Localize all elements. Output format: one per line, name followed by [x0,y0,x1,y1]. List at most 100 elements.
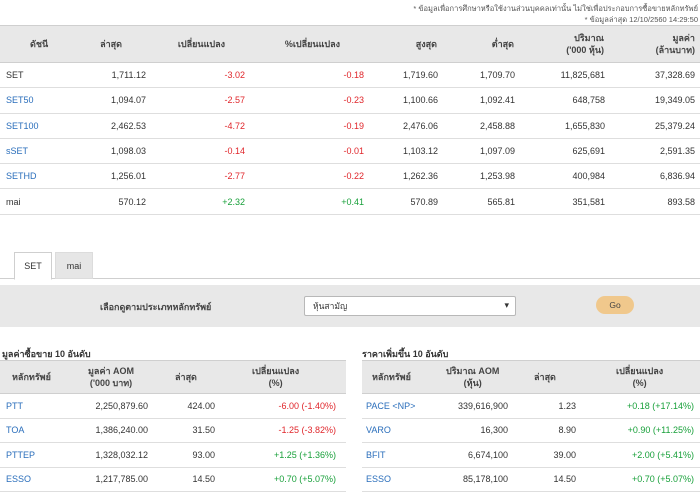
index-cell-name[interactable]: SET50 [6,95,34,106]
header-last: ล่าสุด [534,372,556,382]
index-cell-pct: -0.19 [343,120,364,131]
index-cell-last: 1,711.12 [111,70,146,81]
index-cell-value: 19,349.05 [654,95,695,106]
header-pct-change: %เปลี่ยนแปลง [284,39,340,49]
index-cell-high: 1,103.12 [402,146,438,157]
cell-change: -6.00 (-1.40%) [278,400,336,411]
index-cell-last: 570.12 [118,196,146,207]
cell-change: +0.18 (+17.14%) [626,400,694,411]
header-low: ต่ำสุด [491,39,514,49]
index-row: SET 1,711.12 -3.02 -0.18 1,719.60 1,709.70 11,… [0,63,700,89]
security-type-select[interactable]: หุ้นสามัญ ▾ [304,296,516,316]
cell-symbol[interactable]: PACE <NP> [366,400,416,411]
cell-last: 93.00 [192,449,215,460]
header-index: ดัชนี [30,39,49,49]
index-cell-pct: -0.23 [343,95,364,106]
index-cell-low: 1,097.09 [479,146,515,157]
table-row: ESSO 1,217,785.00 14.50 +0.70 (+5.07%) [0,468,346,492]
cell-change: +0.90 (+11.25%) [627,425,694,436]
index-cell-value: 37,328.69 [654,70,695,81]
index-row: SETHD 1,256.01 -2.77 -0.22 1,262.36 1,253.98 4… [0,164,700,190]
index-cell-name[interactable]: SET100 [6,120,39,131]
cell-last: 14.50 [553,474,576,485]
index-cell-change: -2.57 [224,95,245,106]
cell-last: 31.50 [192,425,215,436]
cell-symbol[interactable]: TOA [6,425,25,436]
index-cell-pct: -0.01 [343,146,364,157]
index-cell-change: -2.77 [224,171,245,182]
index-cell-value: 2,591.35 [659,146,695,157]
index-cell-pct: -0.18 [343,70,364,81]
cell-value: 1,328,032.12 [95,449,148,460]
cell-last: 1.23 [558,400,576,411]
cell-change: +0.70 (+5.07%) [631,474,694,485]
index-cell-high: 1,100.66 [402,95,438,106]
filter-label: เลือกดูตามประเภทหลักทรัพย์ [100,302,212,312]
cell-change: +1.25 (+1.36%) [273,449,336,460]
index-cell-value: 6,836.94 [659,171,695,182]
header-change-pct: เปลี่ยนแปลง (%) [252,366,300,388]
index-table-header: ดัชนี ล่าสุด เปลี่ยนแปลง %เปลี่ยนแปลง สู… [0,25,700,63]
index-cell-name[interactable]: SETHD [6,171,37,182]
cell-volume: 339,616,900 [457,400,508,411]
header-value-aom: มูลค่า AOM ('000 บาท) [88,366,135,388]
header-value: มูลค่า (ล้านบาท) [655,33,695,55]
index-cell-value: 893.58 [667,196,695,207]
tab-set[interactable]: SET [14,252,52,280]
table-row: VARO 16,300 8.90 +0.90 (+11.25%) [362,419,700,443]
index-cell-value: 25,379.24 [654,120,695,131]
header-symbol: หลักทรัพย์ [12,372,51,382]
top-value-title: มูลค่าซื้อขาย 10 อันดับ [2,349,91,359]
cell-value: 1,386,240.00 [95,425,148,436]
header-last: ล่าสุด [175,372,197,382]
cell-symbol[interactable]: PTTEP [6,449,36,460]
cell-symbol[interactable]: VARO [366,425,391,436]
index-cell-low: 1,253.98 [479,171,515,182]
cell-symbol[interactable]: ESSO [6,474,32,485]
index-cell-name: mai [6,196,21,207]
index-cell-high: 1,719.60 [402,70,438,81]
top-gainers-header: หลักทรัพย์ ปริมาณ AOM (หุ้น) ล่าสุด เปลี่… [362,360,700,394]
index-cell-high: 2,476.06 [402,120,438,131]
index-cell-volume: 625,691 [572,146,605,157]
index-cell-change: -0.14 [224,146,245,157]
cell-change: -1.25 (-3.82%) [278,425,336,436]
index-cell-low: 1,709.70 [479,70,515,81]
filter-bar: เลือกดูตามประเภทหลักทรัพย์ หุ้นสามัญ ▾ G… [0,285,700,327]
cell-symbol[interactable]: ESSO [366,474,392,485]
index-row: mai 570.12 +2.32 +0.41 570.89 565.81 351,581 89… [0,189,700,215]
cell-symbol[interactable]: PTT [6,400,23,411]
cell-symbol[interactable]: BFIT [366,449,386,460]
index-cell-last: 1,094.07 [110,95,146,106]
cell-volume: 85,178,100 [462,474,508,485]
header-volume-aom: ปริมาณ AOM (หุ้น) [446,366,500,388]
go-button[interactable]: Go [596,296,634,314]
table-row: TOA 1,386,240.00 31.50 -1.25 (-3.82%) [0,419,346,443]
index-cell-low: 565.81 [487,196,515,207]
index-cell-pct: -0.22 [343,171,364,182]
index-cell-change: +2.32 [222,196,245,207]
index-cell-name[interactable]: sSET [6,146,29,157]
cell-last: 39.00 [553,449,576,460]
index-cell-volume: 1,655,830 [564,120,605,131]
index-row: sSET 1,098.03 -0.14 -0.01 1,103.12 1,097.09 62… [0,139,700,165]
last-updated-note: * ข้อมูลล่าสุด 12/10/2560 14:29:50 [584,15,698,24]
top-value-table: หลักทรัพย์ มูลค่า AOM ('000 บาท) ล่าสุด เ… [0,360,346,492]
index-table: ดัชนี ล่าสุด เปลี่ยนแปลง %เปลี่ยนแปลง สู… [0,25,700,215]
disclaimer-note: * ข้อมูลเพื่อการศึกษาหรือใช้งานส่วนบุคคล… [413,4,698,13]
cell-last: 14.50 [192,474,215,485]
table-row: PTT 2,250,879.60 424.00 -6.00 (-1.40%) [0,394,346,419]
index-cell-pct: +0.41 [341,196,364,207]
index-cell-volume: 648,758 [572,95,605,106]
index-cell-low: 1,092.41 [479,95,515,106]
index-cell-volume: 351,581 [572,196,605,207]
index-cell-last: 1,256.01 [110,171,146,182]
market-tabs: SET mai [0,250,700,280]
cell-last: 424.00 [187,400,215,411]
header-symbol: หลักทรัพย์ [372,372,411,382]
top-gainers-title: ราคาเพิ่มขึ้น 10 อันดับ [362,349,449,359]
tab-mai[interactable]: mai [55,252,93,279]
index-cell-name: SET [6,70,24,81]
top-gainers-table: หลักทรัพย์ ปริมาณ AOM (หุ้น) ล่าสุด เปลี่… [362,360,700,492]
cell-volume: 6,674,100 [467,449,508,460]
